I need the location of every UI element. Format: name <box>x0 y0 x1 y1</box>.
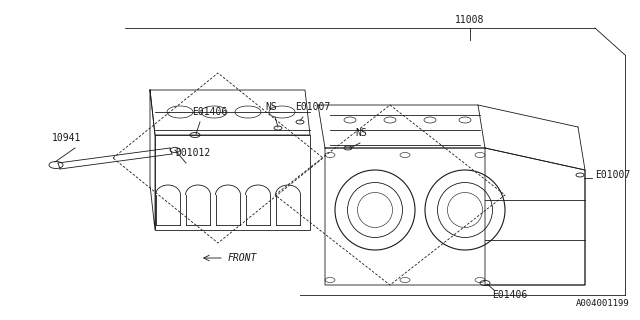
Text: NS: NS <box>355 128 367 138</box>
Text: D01012: D01012 <box>175 148 211 158</box>
Text: E01007: E01007 <box>295 102 330 112</box>
Text: E01007: E01007 <box>595 170 630 180</box>
Text: E01406: E01406 <box>492 290 527 300</box>
Text: NS: NS <box>265 102 276 112</box>
Text: 11008: 11008 <box>455 15 484 25</box>
Text: FRONT: FRONT <box>228 253 257 263</box>
Text: 10941: 10941 <box>52 133 81 143</box>
Text: A004001199: A004001199 <box>576 299 630 308</box>
Text: E01406: E01406 <box>192 107 227 117</box>
